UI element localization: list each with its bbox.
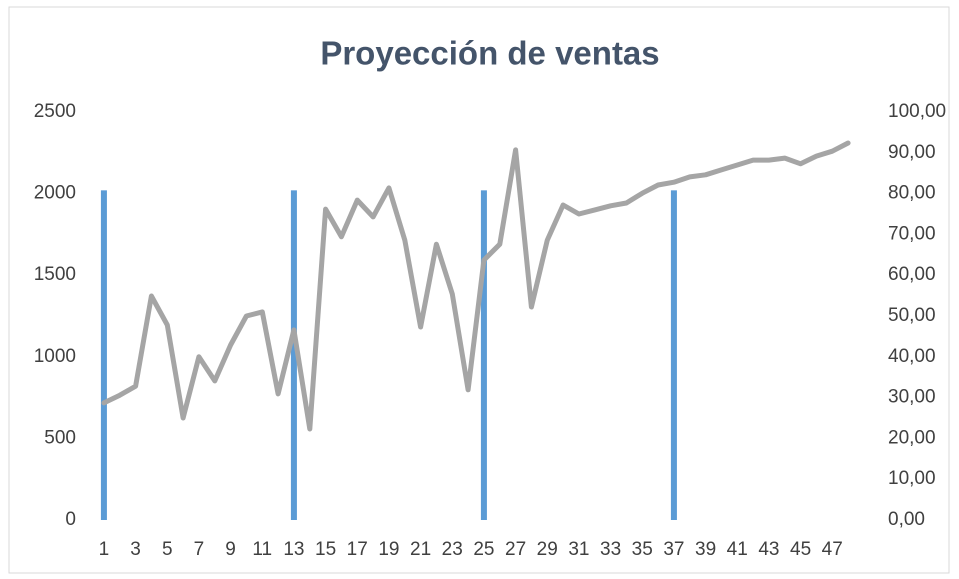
x-tick-label: 15 (315, 539, 336, 560)
x-tick-label: 29 (537, 539, 558, 560)
y-tick-label: 1000 (34, 346, 76, 367)
x-tick-label: 33 (600, 539, 621, 560)
x-tick-label: 11 (252, 539, 272, 560)
x-tick-label: 37 (663, 539, 684, 560)
x-tick-label: 41 (727, 539, 748, 560)
y2-tick-label: 40,00 (888, 346, 936, 367)
y2-tick-label: 100,00 (888, 101, 946, 122)
bar (100, 190, 107, 520)
y-tick-label: 2000 (34, 183, 76, 204)
x-tick-label: 5 (162, 539, 173, 560)
y-tick-label: 2500 (34, 101, 76, 122)
line (101, 140, 851, 432)
x-tick-label: 21 (410, 539, 431, 560)
x-tick-label: 9 (225, 539, 236, 560)
y2-tick-label: 70,00 (888, 223, 936, 244)
x-tick-label: 39 (695, 539, 716, 560)
x-tick-label: 47 (822, 539, 843, 560)
y2-tick-label: 50,00 (888, 305, 936, 326)
x-tick-label: 35 (632, 539, 653, 560)
x-tick-label: 43 (758, 539, 779, 560)
y-tick-label: 1500 (34, 264, 76, 285)
y2-tick-label: 30,00 (888, 387, 936, 408)
x-tick-label: 13 (283, 539, 304, 560)
x-tick-label: 23 (442, 539, 463, 560)
x-tick-label: 17 (347, 539, 368, 560)
y2-tick-label: 20,00 (888, 427, 936, 448)
x-tick-label: 27 (505, 539, 526, 560)
x-tick-label: 7 (194, 539, 205, 560)
y2-tick-label: 10,00 (888, 468, 936, 489)
x-tick-label: 3 (130, 539, 141, 560)
chart-title: Proyección de ventas (320, 35, 659, 72)
y2-tick-label: 80,00 (888, 183, 936, 204)
x-tick-label: 1 (99, 539, 110, 560)
x-tick-label: 25 (473, 539, 494, 560)
y2-tick-label: 0,00 (888, 509, 925, 530)
bar (290, 190, 297, 520)
y2-tick-label: 60,00 (888, 264, 936, 285)
y-tick-label: 0 (65, 509, 76, 530)
x-tick-label: 45 (790, 539, 811, 560)
x-tick-label: 19 (378, 539, 399, 560)
y-tick-label: 500 (44, 427, 76, 448)
x-tick-label: 31 (568, 539, 589, 560)
y2-tick-label: 90,00 (888, 142, 936, 163)
bar (670, 190, 677, 520)
bar (480, 190, 487, 520)
